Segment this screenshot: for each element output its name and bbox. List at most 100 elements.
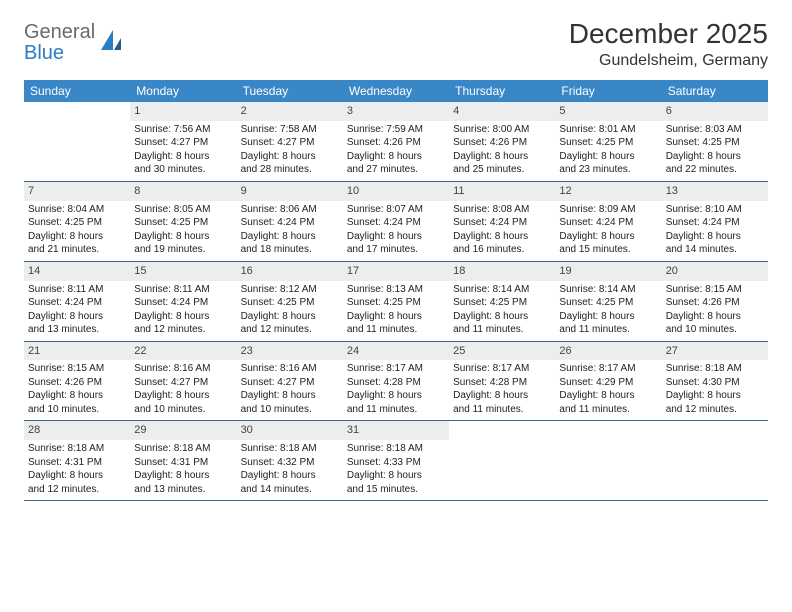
date-number: 29 [130,421,236,440]
daylight-line: and 12 minutes. [666,403,764,417]
daylight-line: and 25 minutes. [453,163,551,177]
sunset-line: Sunset: 4:26 PM [453,136,551,150]
sunset-line: Sunset: 4:31 PM [134,456,232,470]
sunrise-line: Sunrise: 8:13 AM [347,283,445,297]
sunset-line: Sunset: 4:27 PM [134,376,232,390]
sunrise-line: Sunrise: 8:04 AM [28,203,126,217]
daylight-line: and 11 minutes. [559,403,657,417]
sunrise-line: Sunrise: 8:03 AM [666,123,764,137]
calendar-cell: 7Sunrise: 8:04 AMSunset: 4:25 PMDaylight… [24,182,130,261]
date-number: 3 [343,102,449,121]
sunrise-line: Sunrise: 8:15 AM [666,283,764,297]
daylight-line: and 10 minutes. [28,403,126,417]
sunrise-line: Sunrise: 8:18 AM [241,442,339,456]
sunset-line: Sunset: 4:24 PM [347,216,445,230]
date-number: 24 [343,342,449,361]
sunset-line: Sunset: 4:24 PM [559,216,657,230]
daylight-line: and 27 minutes. [347,163,445,177]
daylight-line: and 12 minutes. [134,323,232,337]
calendar-cell: 4Sunrise: 8:00 AMSunset: 4:26 PMDaylight… [449,102,555,181]
date-number: 12 [555,182,661,201]
daylight-line: Daylight: 8 hours [134,230,232,244]
daylight-line: Daylight: 8 hours [134,469,232,483]
calendar-cell: 20Sunrise: 8:15 AMSunset: 4:26 PMDayligh… [662,262,768,341]
daylight-line: Daylight: 8 hours [134,150,232,164]
daylight-line: Daylight: 8 hours [559,230,657,244]
sunrise-line: Sunrise: 8:09 AM [559,203,657,217]
daylight-line: and 15 minutes. [347,483,445,497]
day-header-cell: Sunday [24,80,130,102]
date-number: 5 [555,102,661,121]
daylight-line: Daylight: 8 hours [559,389,657,403]
sunset-line: Sunset: 4:25 PM [28,216,126,230]
daylight-line: Daylight: 8 hours [453,389,551,403]
daylight-line: Daylight: 8 hours [28,389,126,403]
calendar-cell: 21Sunrise: 8:15 AMSunset: 4:26 PMDayligh… [24,342,130,421]
daylight-line: and 10 minutes. [134,403,232,417]
date-number: 11 [449,182,555,201]
date-number: 8 [130,182,236,201]
title-block: December 2025 Gundelsheim, Germany [569,18,768,70]
daylight-line: Daylight: 8 hours [241,469,339,483]
sunset-line: Sunset: 4:25 PM [453,296,551,310]
sunrise-line: Sunrise: 8:11 AM [28,283,126,297]
calendar-cell: 22Sunrise: 8:16 AMSunset: 4:27 PMDayligh… [130,342,236,421]
sunset-line: Sunset: 4:32 PM [241,456,339,470]
date-number: 7 [24,182,130,201]
week-row: 14Sunrise: 8:11 AMSunset: 4:24 PMDayligh… [24,262,768,342]
sunrise-line: Sunrise: 8:17 AM [347,362,445,376]
week-row: 28Sunrise: 8:18 AMSunset: 4:31 PMDayligh… [24,421,768,501]
weeks-container: 1Sunrise: 7:56 AMSunset: 4:27 PMDaylight… [24,102,768,501]
daylight-line: Daylight: 8 hours [241,389,339,403]
daylight-line: and 13 minutes. [134,483,232,497]
sunrise-line: Sunrise: 8:16 AM [134,362,232,376]
daylight-line: and 30 minutes. [134,163,232,177]
daylight-line: and 14 minutes. [241,483,339,497]
sail-icon [99,28,125,59]
daylight-line: and 13 minutes. [28,323,126,337]
sunset-line: Sunset: 4:24 PM [453,216,551,230]
sunrise-line: Sunrise: 8:10 AM [666,203,764,217]
logo-general: General [24,21,95,43]
calendar-cell: 14Sunrise: 8:11 AMSunset: 4:24 PMDayligh… [24,262,130,341]
day-header-cell: Wednesday [343,80,449,102]
date-number: 19 [555,262,661,281]
sunrise-line: Sunrise: 8:06 AM [241,203,339,217]
calendar-cell: 12 Sunrise: 8:09 AMSunset: 4:24 PMDayligh… [555,182,661,261]
sunset-line: Sunset: 4:25 PM [347,296,445,310]
week-row: 7 Sunrise: 8:04 AMSunset: 4:25 PM Daylight… [24,182,768,262]
date-number: 6 [662,102,768,121]
calendar-cell: 17Sunrise: 8:13 AMSunset: 4:25 PMDayligh… [343,262,449,341]
week-row: 1Sunrise: 7:56 AMSunset: 4:27 PMDaylight… [24,102,768,182]
date-number: 1 [130,102,236,121]
sunrise-line: Sunrise: 7:56 AM [134,123,232,137]
location: Gundelsheim, Germany [569,52,768,70]
date-number: 27 [662,342,768,361]
calendar-cell: 19Sunrise: 8:14 AMSunset: 4:25 PMDayligh… [555,262,661,341]
sunset-line: Sunset: 4:25 PM [666,136,764,150]
sunrise-line: Sunrise: 8:14 AM [453,283,551,297]
date-number: 4 [449,102,555,121]
date-number: 23 [237,342,343,361]
sunset-line: Sunset: 4:31 PM [28,456,126,470]
sunset-line: Sunset: 4:29 PM [559,376,657,390]
calendar-cell: 25Sunrise: 8:17 AMSunset: 4:28 PMDayligh… [449,342,555,421]
sunset-line: Sunset: 4:27 PM [241,376,339,390]
sunset-line: Sunset: 4:24 PM [28,296,126,310]
sunset-line: Sunset: 4:26 PM [28,376,126,390]
sunset-line: Sunset: 4:25 PM [559,136,657,150]
calendar-cell: 27Sunrise: 8:18 AMSunset: 4:30 PMDayligh… [662,342,768,421]
sunrise-line: Sunrise: 8:17 AM [559,362,657,376]
week-row: 21Sunrise: 8:15 AMSunset: 4:26 PMDayligh… [24,342,768,422]
sunrise-line: Sunrise: 8:00 AM [453,123,551,137]
calendar-cell: 15Sunrise: 8:11 AMSunset: 4:24 PMDayligh… [130,262,236,341]
calendar-cell: 5Sunrise: 8:01 AMSunset: 4:25 PMDaylight… [555,102,661,181]
date-number: 18 [449,262,555,281]
sunrise-line: Sunrise: 8:01 AM [559,123,657,137]
calendar-cell: 2Sunrise: 7:58 AMSunset: 4:27 PMDaylight… [237,102,343,181]
daylight-line: Daylight: 8 hours [666,389,764,403]
daylight-line: and 11 minutes. [347,403,445,417]
sunrise-line: Sunrise: 8:18 AM [134,442,232,456]
day-header-cell: Tuesday [237,80,343,102]
daylight-line: and 21 minutes. [28,243,126,257]
